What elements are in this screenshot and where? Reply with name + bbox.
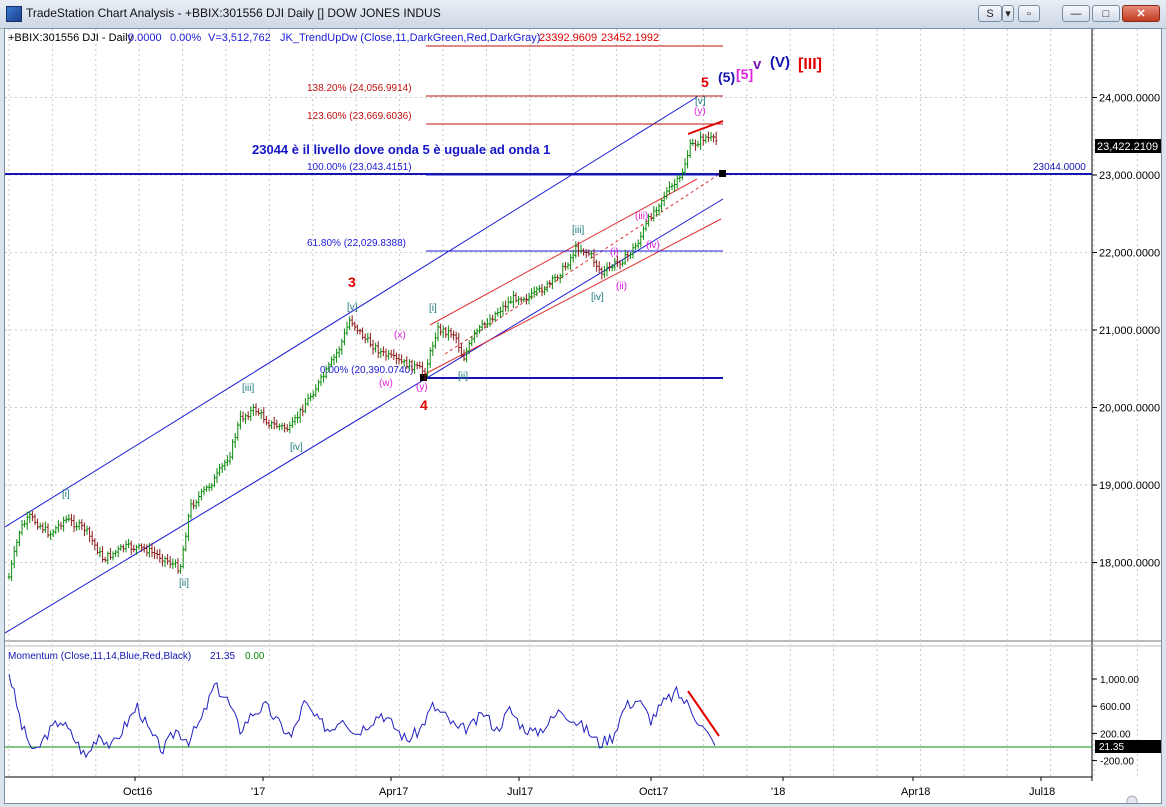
wave-label: [5] xyxy=(736,66,753,82)
time-tick-label: Oct16 xyxy=(123,786,152,798)
style-button[interactable]: ▫ xyxy=(1018,5,1040,22)
window-titlebar: TradeStation Chart Analysis - +BBIX:3015… xyxy=(0,0,1166,29)
indicator-value-2: 23452.1992 xyxy=(601,32,659,44)
momentum-tick-label: -200.00 xyxy=(1100,757,1134,768)
hline-label: 23044.0000 xyxy=(1033,162,1086,173)
current-price: 23,422.2109 xyxy=(1097,141,1158,153)
indicator-value-1: 23392.9609 xyxy=(539,32,597,44)
change-pct: 0.00% xyxy=(170,32,201,44)
wave-label: [iv] xyxy=(591,292,604,303)
wave-label: (iv) xyxy=(646,240,660,251)
fib-label: 61.80% (22,029.8388) xyxy=(307,238,406,249)
wave-label: (y) xyxy=(416,382,428,393)
minimize-button[interactable]: — xyxy=(1062,5,1090,22)
change-value: 0.0000 xyxy=(128,32,162,44)
app-icon xyxy=(6,6,22,22)
momentum-tick-label: 600.00 xyxy=(1100,702,1131,713)
wave-label: (ii) xyxy=(616,281,627,292)
red-channel-mid xyxy=(444,172,722,355)
wave-label: 3 xyxy=(348,274,356,290)
fib-label: 138.20% (24,056.9914) xyxy=(307,83,412,94)
blue-channel-upper xyxy=(5,96,698,528)
wave-label: 4 xyxy=(420,397,428,413)
momentum-tick-label: 200.00 xyxy=(1100,729,1131,740)
price-tick-label: 24,000.0000 xyxy=(1099,93,1160,105)
wave-label: (5) xyxy=(718,69,735,85)
link-dropdown-button[interactable]: ▾ xyxy=(1002,5,1014,22)
price-pane[interactable] xyxy=(5,29,1092,641)
wave-label: [iii] xyxy=(572,225,584,236)
red-channel-upper xyxy=(429,178,698,326)
blue-channel-lower xyxy=(5,198,724,634)
time-tick-label: Jul17 xyxy=(507,786,533,798)
wave-label: [v] xyxy=(695,96,706,107)
price-tick-label: 21,000.0000 xyxy=(1099,325,1160,337)
annotation-text: 23044 è il livello dove onda 5 è uguale … xyxy=(252,142,550,157)
anchor-marker xyxy=(420,374,427,381)
maximize-button[interactable]: □ xyxy=(1092,5,1120,22)
time-tick-label: '17 xyxy=(251,786,265,798)
symbol-link-button[interactable]: S xyxy=(978,5,1002,22)
wave-label: (V) xyxy=(770,54,790,71)
momentum-current-box xyxy=(1095,740,1161,753)
momentum-title: Momentum (Close,11,14,Blue,Red,Black) xyxy=(8,651,191,662)
price-tick-label: 18,000.0000 xyxy=(1099,558,1160,570)
wave-label: [i] xyxy=(62,489,70,500)
momentum-line xyxy=(8,674,716,759)
time-tick-label: '18 xyxy=(771,786,785,798)
fib-levels: 138.20% (24,056.9914) 123.60% (23,669.603… xyxy=(5,45,1092,381)
wave-label: 5 xyxy=(701,74,709,90)
wave-label: (i) xyxy=(610,247,619,258)
fib-label: 100.00% (23,043.4151) xyxy=(307,162,412,173)
minimize-icon: — xyxy=(1070,8,1082,20)
time-tick-label: Apr18 xyxy=(901,786,930,798)
wave-label: (x) xyxy=(394,330,406,341)
fib-label: 123.60% (23,669.6036) xyxy=(307,111,412,122)
volume-value: V=3,512,762 xyxy=(208,32,271,44)
momentum-value: 21.35 xyxy=(210,651,235,662)
price-tick-label: 19,000.0000 xyxy=(1099,480,1160,492)
time-tick-label: Oct17 xyxy=(639,786,668,798)
anchor-marker xyxy=(719,170,726,177)
top-trendline xyxy=(687,120,724,135)
axes: 24,000.0000 23,000.0000 22,000.0000 21,000.… xyxy=(123,93,1160,799)
wave-label: [ii] xyxy=(179,578,189,589)
momentum-divergence-line xyxy=(687,690,720,737)
wave-label: [i] xyxy=(429,303,437,314)
momentum-pane[interactable]: 1,000.00 600.00 200.00 -200.00 xyxy=(5,674,1139,768)
momentum-zero: 0.00 xyxy=(245,651,265,662)
price-tick-label: 23,000.0000 xyxy=(1099,170,1160,182)
chart-window[interactable]: 138.20% (24,056.9914) 123.60% (23,669.603… xyxy=(4,28,1162,804)
price-bars xyxy=(7,131,718,581)
wave-label: [iv] xyxy=(290,442,303,453)
wave-label: (w) xyxy=(379,378,393,389)
wave-label: (y) xyxy=(694,106,706,117)
wave-label: v xyxy=(753,56,762,73)
indicator-name: JK_TrendUpDw (Close,11,DarkGreen,Red,Dar… xyxy=(280,32,540,44)
resize-grip-icon[interactable] xyxy=(1126,795,1138,804)
symbol-label: +BBIX:301556 DJI - Daily xyxy=(8,32,134,44)
wave-label: [III] xyxy=(798,56,822,73)
wave-label: [ii] xyxy=(458,371,468,382)
current-price-box xyxy=(1095,139,1161,153)
wave-labels: [i] [ii] [iii] [iv] [v] 3 (x) (w) (y) 4 [i] [ii] [ii… xyxy=(62,54,822,589)
close-button[interactable]: ✕ xyxy=(1122,5,1160,22)
time-tick-label: Apr17 xyxy=(379,786,408,798)
wave-label: (iii) xyxy=(635,211,648,222)
window-title: TradeStation Chart Analysis - +BBIX:3015… xyxy=(26,6,441,20)
momentum-tick-label: 1,000.00 xyxy=(1100,675,1139,686)
trend-channels xyxy=(5,96,724,634)
price-tick-label: 22,000.0000 xyxy=(1099,248,1160,260)
price-tick-label: 20,000.0000 xyxy=(1099,403,1160,415)
time-tick-label: Jul18 xyxy=(1029,786,1055,798)
red-channel-lower xyxy=(424,218,722,375)
wave-label: [iii] xyxy=(242,383,254,394)
momentum-current: 21.35 xyxy=(1099,742,1124,753)
wave-label: [v] xyxy=(347,302,358,313)
fib-label: 0.00% (20,390.0740) xyxy=(320,365,413,376)
